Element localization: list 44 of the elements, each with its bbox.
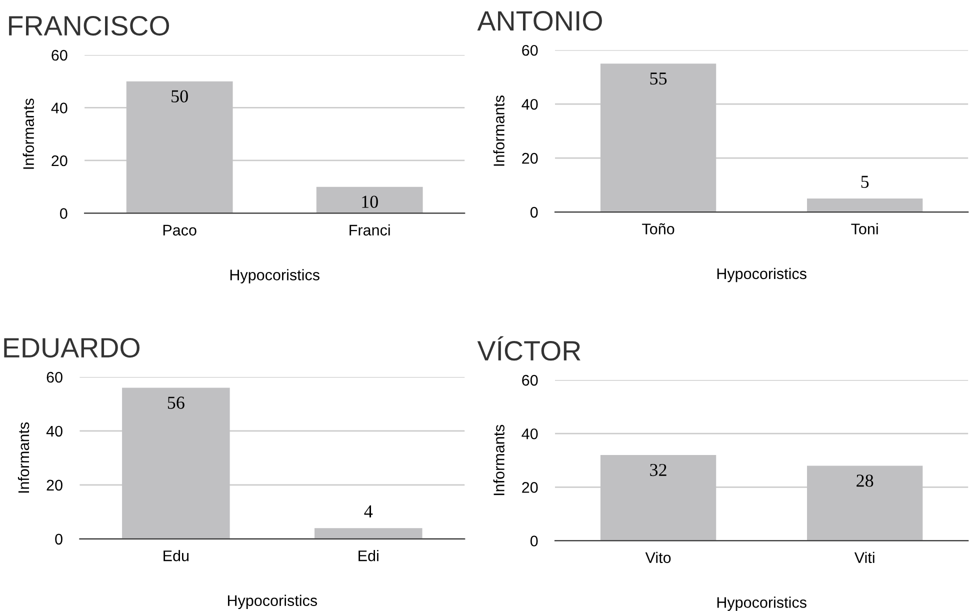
data-label: 56 (168, 396, 184, 409)
y-tick-label: 0 (60, 208, 68, 219)
x-axis-title: Hypocoristics (717, 268, 806, 282)
y-tick-label: 20 (522, 152, 538, 164)
data-label: 28 (856, 474, 874, 487)
y-tick-label: 60 (46, 372, 62, 383)
y-tick-label: 40 (522, 98, 538, 110)
x-tick-label: Toño (642, 223, 674, 234)
data-label: 50 (172, 90, 188, 102)
y-tick-label: 20 (52, 155, 68, 166)
y-tick-label: 20 (522, 482, 538, 493)
data-label: 55 (650, 72, 667, 85)
y-axis-title: Informants (493, 424, 504, 496)
y-tick-label: 0 (530, 206, 538, 218)
y-axis-title: Informants (18, 422, 30, 493)
y-tick-label: 60 (522, 374, 538, 386)
x-axis-title: Hypocoristics (717, 596, 806, 611)
data-label: 32 (650, 464, 666, 476)
y-axis-title: Informants (22, 98, 34, 169)
x-tick-label: Edu (164, 550, 189, 562)
chart-title: ANTONIO (477, 11, 602, 31)
data-label: 4 (364, 505, 373, 518)
y-axis-title: Informants (493, 96, 504, 166)
x-tick-label: Viti (854, 552, 874, 564)
x-axis-title: Hypocoristics (228, 594, 318, 610)
chart-title: VÍCTOR (477, 336, 580, 361)
x-tick-label: Paco (163, 224, 196, 236)
y-tick-label: 40 (46, 426, 62, 437)
x-tick-label: Vito (645, 552, 671, 564)
x-tick-label: Toni (851, 223, 878, 234)
data-label: 5 (861, 176, 869, 188)
chart-title: FRANCISCO (9, 16, 170, 36)
y-tick-label: 60 (52, 50, 68, 61)
x-tick-label: Franci (350, 224, 390, 236)
y-tick-label: 40 (522, 428, 538, 440)
y-tick-label: 0 (530, 536, 538, 546)
data-label: 10 (362, 196, 378, 208)
y-tick-label: 0 (55, 534, 62, 545)
chart-title: EDUARDO (4, 338, 140, 358)
x-axis-title: Hypocoristics (230, 269, 320, 284)
y-tick-label: 20 (46, 480, 62, 491)
x-tick-label: Edi (358, 550, 378, 562)
y-tick-label: 60 (522, 44, 538, 56)
y-tick-label: 40 (51, 102, 68, 114)
